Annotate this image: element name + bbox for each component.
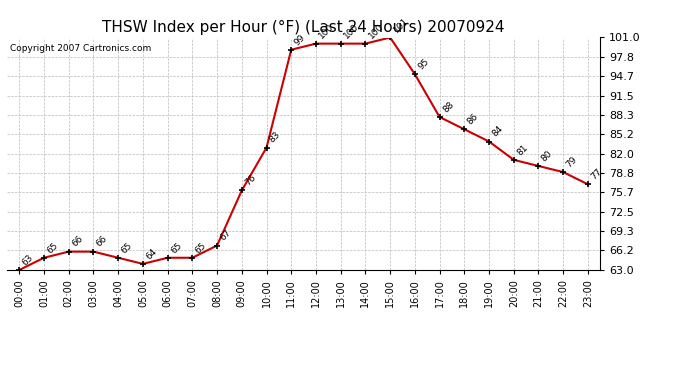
- Text: 101: 101: [391, 16, 410, 35]
- Text: 64: 64: [144, 247, 159, 261]
- Title: THSW Index per Hour (°F) (Last 24 Hours) 20070924: THSW Index per Hour (°F) (Last 24 Hours)…: [102, 20, 505, 35]
- Text: 80: 80: [540, 149, 554, 163]
- Text: 95: 95: [416, 57, 431, 71]
- Text: 66: 66: [95, 234, 109, 249]
- Text: 81: 81: [515, 142, 530, 157]
- Text: 79: 79: [564, 155, 579, 170]
- Text: 100: 100: [317, 22, 336, 41]
- Text: 67: 67: [219, 228, 233, 243]
- Text: 76: 76: [243, 173, 257, 188]
- Text: 100: 100: [367, 22, 385, 41]
- Text: Copyright 2007 Cartronics.com: Copyright 2007 Cartronics.com: [10, 45, 151, 54]
- Text: 63: 63: [21, 253, 35, 267]
- Text: 65: 65: [46, 240, 60, 255]
- Text: 83: 83: [268, 130, 282, 145]
- Text: 88: 88: [441, 100, 455, 114]
- Text: 66: 66: [70, 234, 85, 249]
- Text: 65: 65: [119, 240, 134, 255]
- Text: 65: 65: [169, 240, 184, 255]
- Text: 86: 86: [466, 112, 480, 126]
- Text: 77: 77: [589, 167, 604, 182]
- Text: 65: 65: [194, 240, 208, 255]
- Text: 99: 99: [293, 33, 307, 47]
- Text: 100: 100: [342, 22, 361, 41]
- Text: 84: 84: [491, 124, 505, 139]
